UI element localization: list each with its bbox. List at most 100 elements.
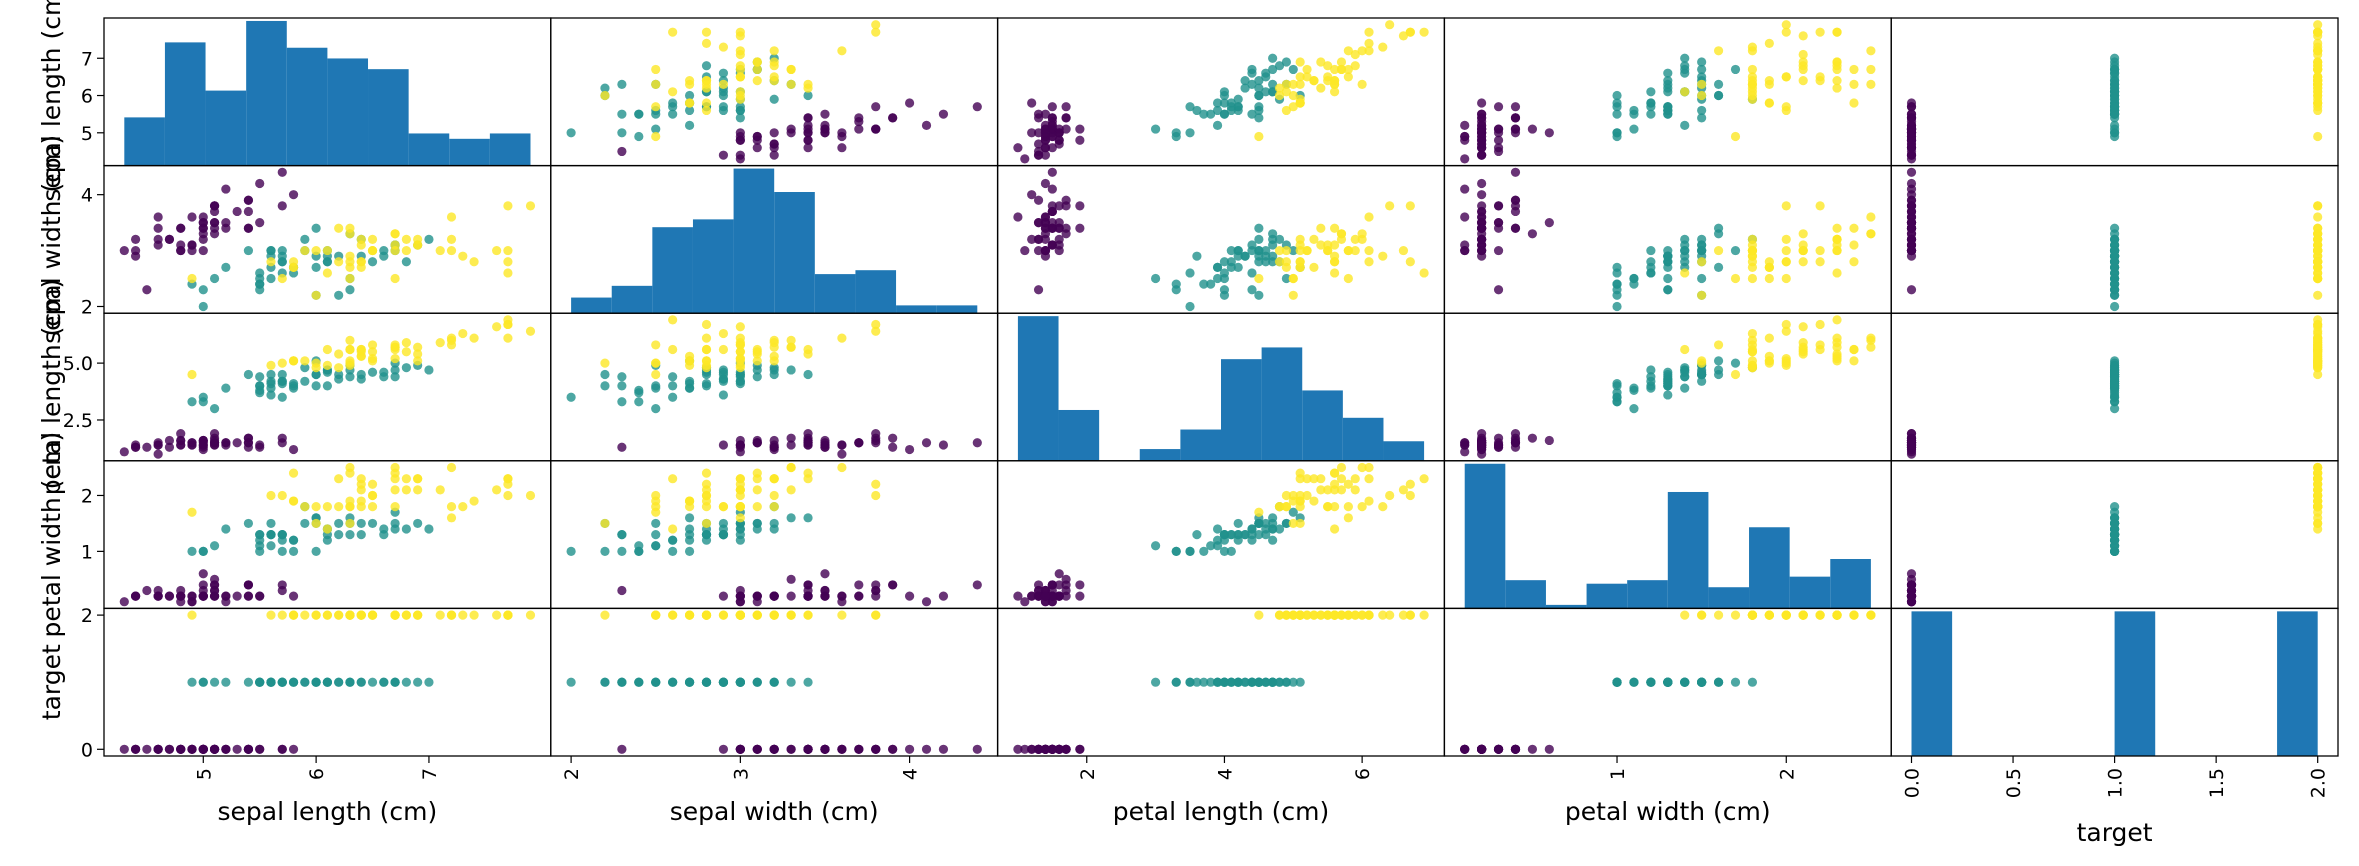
hist-bar [1586,583,1628,609]
scatter-point [1477,143,1487,153]
scatter-point [752,518,762,529]
scatter-point [1849,64,1859,75]
scatter-point [288,444,299,455]
scatter-point [469,333,479,343]
scatter-point [243,591,254,601]
scatter-point [1268,518,1278,529]
scatter-point [1798,49,1808,60]
scatter-point [1697,677,1707,687]
scatter-point [735,610,745,620]
scatter-point [1316,474,1326,484]
scatter-point [164,234,175,244]
scatter-point [1033,591,1044,601]
scatter-point [1288,273,1298,284]
scatter-point [769,351,779,361]
ytick-label: 2 [81,605,93,627]
scatter-point [1646,268,1656,278]
scatter-point [1288,64,1298,75]
scatter-point [2110,530,2120,540]
scatter-point [668,546,678,556]
scatter-point [1764,610,1774,620]
scatter-point [617,381,627,391]
scatter-point [176,245,186,256]
scatter-point [1336,462,1347,473]
scatter-point [1199,546,1209,556]
scatter-point [1493,135,1504,145]
scatter-point [2110,257,2120,267]
scatter-point [1385,610,1395,620]
scatter-point [921,597,932,607]
scatter-point [786,79,796,89]
xtick-label: 4 [1214,768,1236,780]
scatter-point [1680,53,1690,63]
scatter-point [187,610,197,620]
ytick-label: 1 [81,541,93,563]
scatter-point [255,268,265,278]
scatter-point [803,744,813,754]
scatter-point [1832,27,1842,37]
scatter-point [1815,245,1825,256]
scatter-point [435,245,445,256]
scatter-point [888,744,898,754]
scatter-point [255,442,265,452]
scatter-point [668,98,678,108]
scatter-point [345,372,355,382]
scatter-point [1378,42,1388,52]
scatter-point [1747,335,1758,345]
scatter-point [701,38,712,48]
scatter-point [1075,124,1085,134]
scatter-point [1302,64,1312,75]
scatter-point [684,79,695,89]
scatter-point [1219,87,1230,97]
scatter-point [345,273,355,284]
scatter-point [334,474,344,484]
scatter-point [1781,105,1791,116]
scatter-point [1663,102,1673,112]
scatter-point [1281,87,1292,97]
scatter-point [718,677,729,687]
scatter-point [492,485,502,495]
scatter-point [1350,61,1360,71]
scatter-point [1281,518,1292,529]
scatter-point [803,591,813,601]
scatter-point [1302,490,1312,501]
yaxis-label-petal-length: petal length (cm) [37,279,66,496]
scatter-point [221,262,231,272]
scatter-point [187,546,197,556]
scatter-point [701,344,712,355]
scatter-point [198,440,208,450]
scatter-point [786,433,796,443]
scatter-point [1663,378,1673,389]
scatter-point [187,240,197,250]
scatter-point [701,530,712,540]
scatter-point [1054,201,1064,211]
scatter-point [503,490,513,501]
scatter-point [1713,356,1724,366]
scatter-point [1477,206,1487,217]
hist-bar [1383,441,1425,461]
scatter-point [1493,201,1504,211]
scatter-point [142,442,152,452]
scatter-point [600,83,610,93]
scatter-point [1866,46,1876,56]
scatter-point [1274,234,1285,244]
scatter-point [356,530,366,540]
scatter-point [1047,102,1057,112]
scatter-point [243,580,254,590]
scatter-point [288,744,299,754]
scatter-point [769,744,779,754]
scatter-point [1040,150,1051,160]
scatter-point [1199,677,1209,687]
scatter-point [288,496,299,506]
xtick-label: 7 [419,768,441,780]
scatter-point [209,744,220,754]
scatter-point [2313,105,2323,116]
scatter-point [1281,610,1292,620]
scatter-point [525,201,536,211]
scatter-point [735,64,745,75]
scatter-point [277,358,287,368]
scatter-point [735,524,745,534]
scatter-point [1061,229,1071,239]
ytick-label: 5 [81,123,93,145]
scatter-point [119,447,129,457]
